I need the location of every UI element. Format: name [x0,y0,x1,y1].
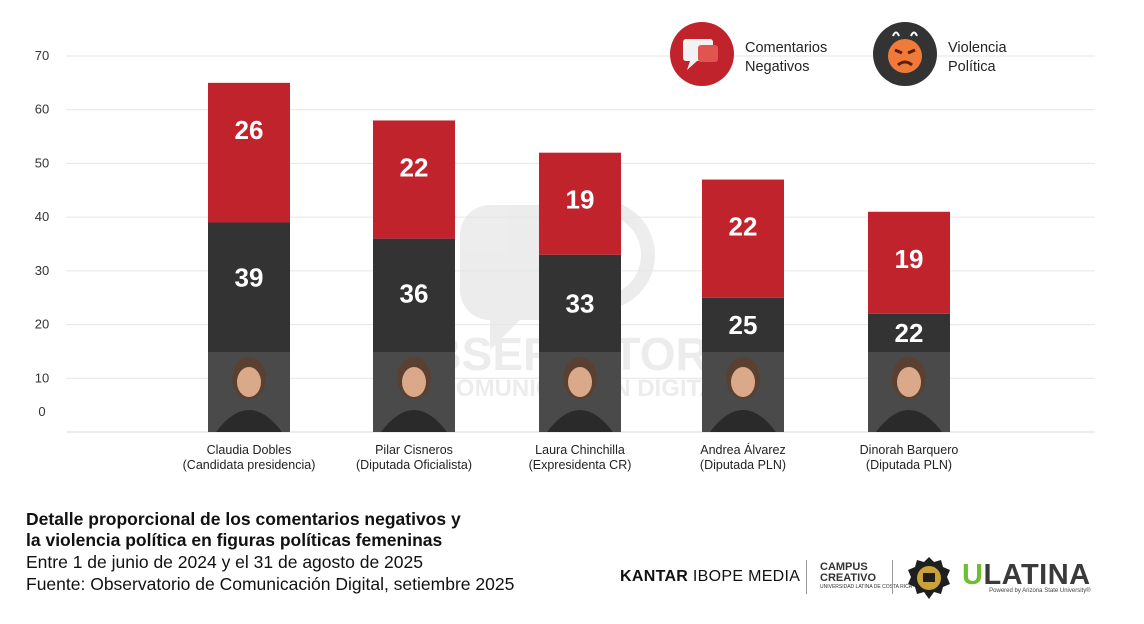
footer-notes: Detalle proporcional de los comentarios … [26,509,586,595]
data-label-violencia: 36 [400,279,429,309]
comment-tail [687,61,697,70]
data-label-comentarios: 22 [400,152,429,182]
category-name: Laura Chinchilla [535,443,625,457]
data-label-comentarios: 22 [729,212,758,242]
portrait-icon [868,352,950,432]
kantar-logo-bold: KANTAR [620,568,689,585]
data-label-comentarios: 19 [895,244,924,274]
legend-item: Violencia Política [873,22,1008,86]
legend-label-line-1: Violencia [948,40,1008,56]
data-label-violencia: 39 [235,263,264,293]
portrait-icon [539,352,621,432]
y-tick-label: 30 [35,263,49,278]
bar-comentarios-negativos [868,211,950,314]
date-range: Entre 1 de junio de 2024 y el 31 de agos… [26,552,423,572]
logo-divider [892,560,893,594]
portrait-shoulders [547,410,613,432]
bar-comentarios-negativos [539,152,621,255]
partner-logos: KANTAR IBOPE MEDIA CAMPUS CREATIVO UNIVE… [620,556,1091,602]
category-labels: Claudia Dobles(Candidata presidencia) Pil… [183,442,959,472]
portrait-shoulders [381,410,447,432]
portrait-icon [702,352,784,432]
steam [892,31,918,37]
category-role: (Diputada PLN) [866,458,952,472]
angry-face [888,39,922,73]
y-tick-label: 20 [35,317,49,332]
source-note: Fuente: Observatorio de Comunicación Dig… [26,574,515,594]
data-label-violencia: 22 [895,318,924,348]
thumbs-down-block [698,45,718,62]
y-tick-label: 10 [35,370,49,385]
y-tick-label: 60 [35,102,49,117]
campus-creativo-logo: CAMPUS CREATIVO UNIVERSIDAD LATINA DE CO… [820,561,913,591]
legend-label-line-1: Comentarios [745,40,827,56]
portrait-face [402,367,426,397]
ulatina-small: Powered by Arizona State University® [989,588,1091,594]
category-role: (Expresidenta CR) [529,458,632,472]
portrait-shoulders [710,410,776,432]
seal-badge-icon [908,557,950,599]
data-label-violencia: 25 [729,310,758,340]
category-name: Dinorah Barquero [860,443,959,457]
kantar-logo: KANTAR IBOPE MEDIA [620,568,800,586]
category-role: (Diputada PLN) [700,458,786,472]
bar-comentarios-negativos [373,120,455,239]
portrait-shoulders [216,410,282,432]
portrait-face [731,367,755,397]
legend-item: Comentarios Negativos [670,22,827,86]
portrait-icon [208,352,290,432]
y-tick-label: 0 [38,404,45,419]
y-tick-label: 40 [35,209,49,224]
y-axis-ticks: 0 10 20 30 40 50 60 70 [35,48,49,419]
legend-label-line-2: Política [948,59,996,75]
y-tick-label: 70 [35,48,49,63]
portrait-face [897,367,921,397]
angry-face-icon [888,31,922,73]
campus-line-2: CREATIVO [820,572,877,584]
chart-title-line-1: Detalle proporcional de los comentarios … [26,509,461,529]
logo-divider [806,560,807,594]
bars: 39 26 36 22 33 19 25 22 22 19 [208,82,950,432]
campus-small: UNIVERSIDAD LATINA DE COSTA RICA [820,584,913,590]
campus-line-1: CAMPUS [820,561,868,573]
category-name: Claudia Dobles [207,443,292,457]
data-label-violencia: 33 [566,288,595,318]
chart-title-line-2: la violencia política en figuras polític… [26,530,443,550]
portrait-shoulders [876,410,942,432]
legend: Comentarios Negativos Violencia Política [670,22,1008,86]
y-tick-label: 50 [35,155,49,170]
category-role: (Diputada Oficialista) [356,458,472,472]
ulatina-logo: ULATINA Powered by Arizona State Univers… [962,559,1091,594]
category-role: (Candidata presidencia) [183,458,316,472]
ulatina-rest: LATINA [983,559,1091,591]
angry-mouth [897,60,913,67]
bar-comentarios-negativos [702,179,784,298]
kantar-logo-rest: IBOPE MEDIA [688,568,801,585]
portrait-face [237,367,261,397]
data-label-comentarios: 26 [235,115,264,145]
data-label-comentarios: 19 [566,185,595,215]
category-name: Pilar Cisneros [375,443,453,457]
legend-label-line-2: Negativos [745,59,809,75]
category-name: Andrea Álvarez [700,442,785,457]
angry-brows [894,48,916,55]
bar-comentarios-negativos [208,82,290,223]
portrait-icon [373,352,455,432]
ulatina-u: U [962,559,984,591]
negative-comment-icon [683,39,718,70]
portrait-face [568,367,592,397]
